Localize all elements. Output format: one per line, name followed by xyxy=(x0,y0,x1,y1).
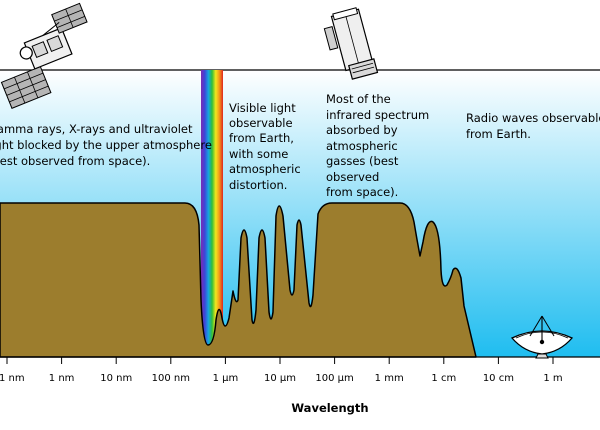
annotation-line: with some xyxy=(229,147,288,161)
axis-tick-label: 1 m xyxy=(543,373,562,384)
annotation-line: Gamma rays, X-rays and ultraviolet xyxy=(0,122,193,136)
satellite-icon xyxy=(0,2,88,109)
axis-tick-label: 1 nm xyxy=(49,373,75,384)
axis-tick-label: 100 μm xyxy=(315,373,353,384)
annotation-line: atmospheric xyxy=(229,162,301,176)
annotation-line: gasses (best xyxy=(326,154,399,168)
annotation-line: absorbed by xyxy=(326,123,398,137)
visible-spectrum-band xyxy=(201,70,223,350)
annotation-gamma-xray-uv: Gamma rays, X-rays and ultraviolet light… xyxy=(0,122,216,168)
annotation-radio: Radio waves observable from Earth. xyxy=(466,111,600,141)
annotation-visible: Visible light observable from Earth, wit… xyxy=(229,101,304,192)
annotation-line: (best observed from space). xyxy=(0,154,150,168)
annotation-line: infrared spectrum xyxy=(326,108,429,122)
axis-tick-label: 1 μm xyxy=(213,373,239,384)
annotation-line: light blocked by the upper atmosphere xyxy=(0,138,212,152)
annotation-line: from Earth, xyxy=(229,131,294,145)
annotation-line: Visible light xyxy=(229,101,296,115)
axis-tick-label: 1 mm xyxy=(375,373,404,384)
axis-tick-label: 100 nm xyxy=(152,373,190,384)
annotation-line: observable xyxy=(229,116,293,130)
axis-title: Wavelength xyxy=(291,401,368,415)
annotation-line: from Earth. xyxy=(466,127,531,141)
annotation-line: distortion. xyxy=(229,178,287,192)
annotation-line: Radio waves observable xyxy=(466,111,600,125)
axis-tick-label: 10 nm xyxy=(100,373,132,384)
axis-tick-label: 0.1 nm xyxy=(0,373,25,384)
wavelength-axis: 0.1 nm 1 nm 10 nm 100 nm 1 μm 10 μm 100 μm 1 mm… xyxy=(0,357,563,384)
axis-tick-label: 10 μm xyxy=(264,373,296,384)
annotation-line: Most of the xyxy=(326,92,391,106)
atmospheric-opacity-curve xyxy=(0,202,477,358)
annotation-line: from space). xyxy=(326,185,398,199)
axis-tick-label: 1 cm xyxy=(431,373,456,384)
annotation-line: observed xyxy=(326,170,379,184)
axis-tick-label: 10 cm xyxy=(483,373,514,384)
annotation-line: atmospheric xyxy=(326,139,398,153)
radio-dish-icon xyxy=(510,315,574,359)
annotation-infrared: Most of the infrared spectrum absorbed b… xyxy=(326,92,433,199)
space-telescope-icon xyxy=(323,7,379,80)
